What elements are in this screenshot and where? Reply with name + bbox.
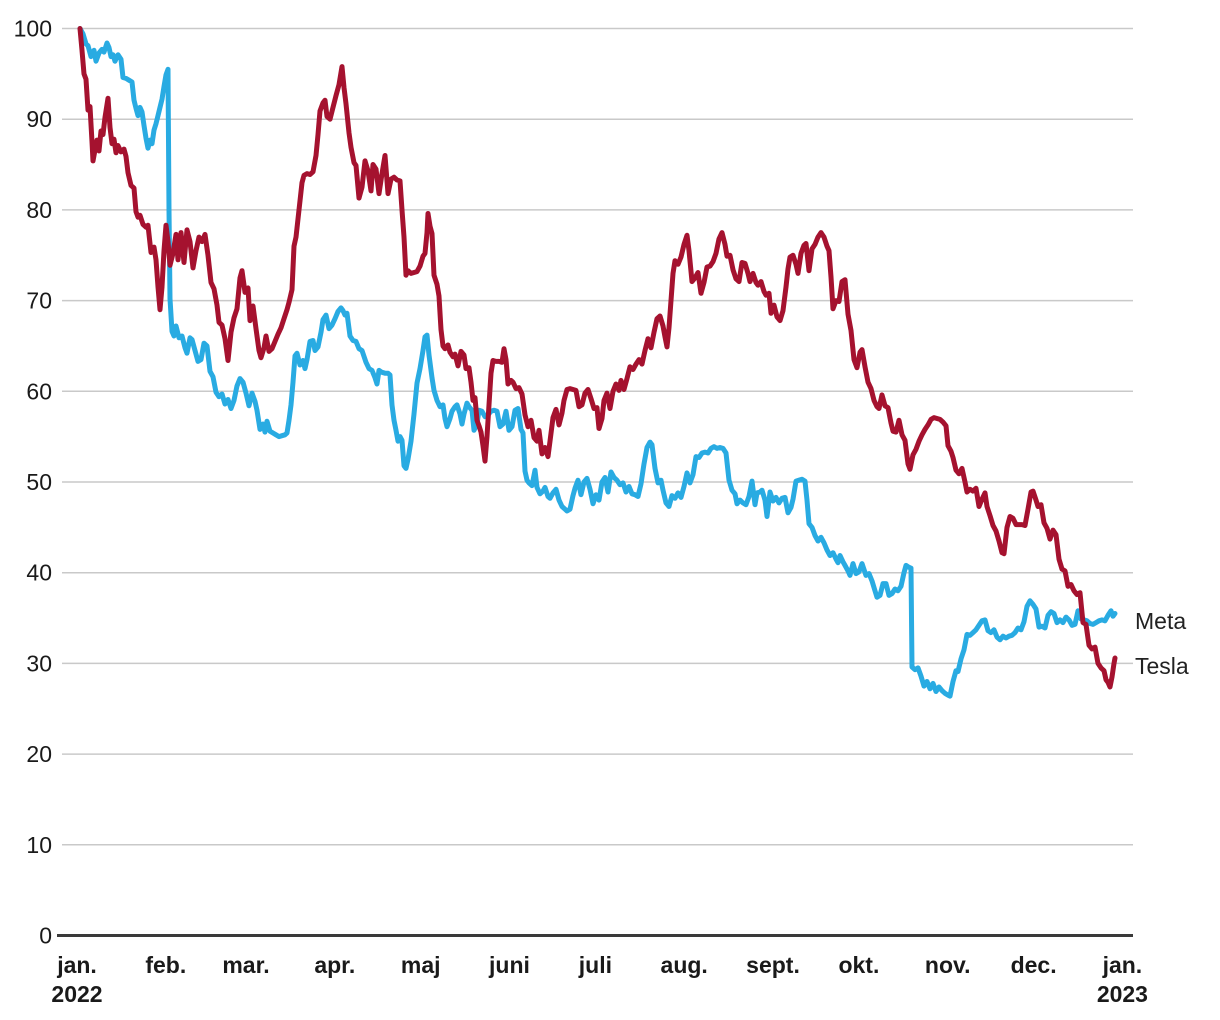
x-axis-month-label: aug. <box>661 952 708 978</box>
y-axis-tick-label: 0 <box>39 923 52 949</box>
x-axis-month-label: mar. <box>222 952 269 978</box>
x-axis-year-label: 2023 <box>1097 981 1148 1007</box>
y-axis-tick-label: 60 <box>26 378 52 404</box>
y-axis-tick-label: 40 <box>26 560 52 586</box>
y-axis-tick-label: 30 <box>26 650 52 676</box>
x-axis-month-label: okt. <box>838 952 879 978</box>
x-axis-month-label: feb. <box>145 952 186 978</box>
y-axis-tick-label: 90 <box>26 106 52 132</box>
y-axis-tick-label: 10 <box>26 832 52 858</box>
x-axis-year-label: 2022 <box>51 981 102 1007</box>
y-axis-tick-label: 50 <box>26 469 52 495</box>
x-axis-month-label: nov. <box>925 952 971 978</box>
y-axis-tick-label: 80 <box>26 197 52 223</box>
x-axis-month-label: sept. <box>746 952 800 978</box>
x-axis-month-label: juli <box>578 952 612 978</box>
series-line-tesla <box>77 26 1118 690</box>
y-axis-tick-label: 20 <box>26 741 52 767</box>
x-axis-month-label: jan. <box>56 952 97 978</box>
x-axis-month-label: jan. <box>1102 952 1143 978</box>
series-end-label-tesla: Tesla <box>1135 653 1189 679</box>
series-line-meta <box>77 26 1118 699</box>
x-axis-month-label: dec. <box>1011 952 1057 978</box>
x-axis-month-label: maj <box>401 952 441 978</box>
x-axis-month-label: apr. <box>314 952 355 978</box>
x-axis-month-label: juni <box>488 952 530 978</box>
series-end-label-meta: Meta <box>1135 608 1187 634</box>
y-axis-tick-label: 70 <box>26 288 52 314</box>
y-axis-tick-label: 100 <box>14 16 52 42</box>
